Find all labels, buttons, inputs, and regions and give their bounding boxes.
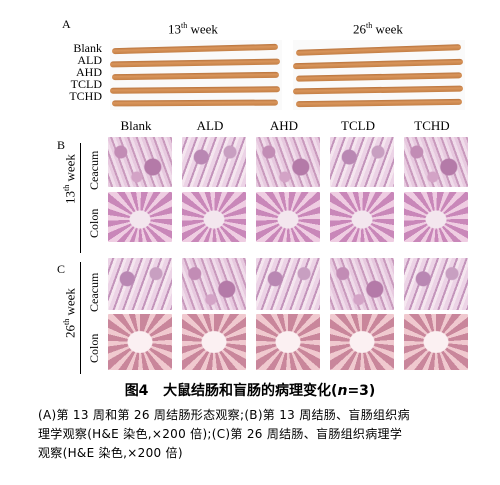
histology-c-colon-tcld — [330, 314, 394, 370]
panel-a-letter: A — [62, 17, 71, 31]
figure-title: 图4 大鼠结肠和盲肠的病理变化(n=3) — [124, 383, 376, 399]
group-label: AHD — [76, 65, 102, 79]
week13-intestine-photo — [109, 40, 282, 110]
col-header-tcld: TCLD — [341, 118, 375, 133]
histology-c-colon-ald — [182, 314, 246, 370]
caption-line: 观察(H&E 染色,×200 倍) — [38, 446, 183, 460]
histology-b-colon-tchd — [404, 192, 468, 242]
histology-b-ceacum-ald — [182, 137, 246, 187]
panel-b-row-colon: Colon — [87, 208, 101, 238]
group-label: Blank — [73, 41, 102, 55]
group-label: ALD — [77, 53, 102, 67]
group-label: TCLD — [70, 77, 102, 91]
histology-c-ceacum-ahd — [256, 258, 320, 310]
panel-a-group-labels: Blank ALD AHD TCLD TCHD — [62, 42, 102, 102]
histology-c-ceacum-tchd — [404, 258, 468, 310]
histology-b-colon-blank — [108, 192, 172, 242]
histology-b-ceacum-tchd — [404, 137, 468, 187]
histology-b-colon-tcld — [330, 192, 394, 242]
panel-a-week13-label: 13th week — [168, 21, 218, 37]
panel-c-bracket-line — [80, 262, 81, 374]
panel-c-row-ceacum: Ceacum — [87, 272, 101, 312]
panel-b-bracket-line — [80, 143, 81, 253]
caption-line: (A)第 13 周和第 26 周结肠形态观察;(B)第 13 周结肠、盲肠组织病 — [38, 408, 410, 422]
figure-caption: (A)第 13 周和第 26 周结肠形态观察;(B)第 13 周结肠、盲肠组织病… — [38, 406, 498, 463]
panel-b-letter: B — [57, 138, 66, 152]
panel-b-week-label: 13th week — [62, 154, 78, 204]
histology-c-colon-tchd — [404, 314, 468, 370]
panel-b-row-ceacum: Ceacum — [87, 150, 101, 190]
histology-b-colon-ahd — [256, 192, 320, 242]
col-header-blank: Blank — [120, 118, 152, 133]
col-header-ahd: AHD — [269, 118, 299, 133]
panel-c-letter: C — [57, 262, 66, 276]
histology-c-ceacum-tcld — [330, 258, 394, 310]
histology-b-ceacum-tcld — [330, 137, 394, 187]
col-header-tchd: TCHD — [414, 118, 450, 133]
panel-a-week26-label: 26th week — [353, 21, 403, 37]
histology-b-ceacum-blank — [108, 137, 172, 187]
histology-b-ceacum-ahd — [256, 137, 320, 187]
histology-c-colon-ahd — [256, 314, 320, 370]
caption-line: 理学观察(H&E 染色,×200 倍);(C)第 26 周结肠、盲肠组织病理学 — [38, 427, 403, 441]
week26-intestine-photo — [292, 40, 465, 110]
panel-c-week-label: 26th week — [62, 288, 78, 338]
col-header-ald: ALD — [196, 118, 224, 133]
histology-c-ceacum-ald — [182, 258, 246, 310]
histology-c-colon-blank — [108, 314, 172, 370]
group-label: TCHD — [69, 89, 102, 103]
panel-c-row-colon: Colon — [87, 333, 101, 363]
histology-b-colon-ald — [182, 192, 246, 242]
histology-c-ceacum-blank — [108, 258, 172, 310]
